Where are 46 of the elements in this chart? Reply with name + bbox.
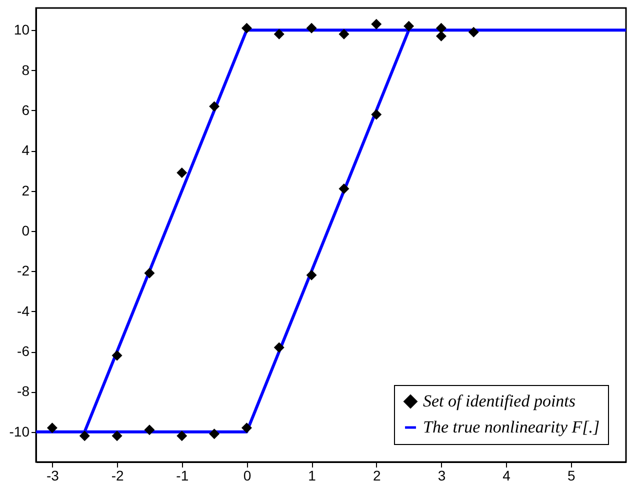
point	[112, 350, 122, 361]
y-tick-label: -6	[17, 343, 30, 360]
point	[112, 430, 122, 442]
point	[176, 167, 188, 178]
y-tick-label: -8	[17, 383, 30, 400]
x-tick-label: 4	[502, 468, 511, 484]
point	[176, 430, 188, 442]
point	[209, 428, 220, 440]
point	[404, 20, 414, 32]
point	[338, 28, 350, 40]
x-tick-label: 0	[243, 468, 252, 484]
y-tick-label: 4	[22, 142, 30, 158]
point	[338, 184, 350, 194]
y-tick-label: 2	[22, 182, 30, 198]
point	[371, 18, 382, 30]
legend-label: The true nonlinearity F[.]	[423, 418, 600, 436]
x-tick-label: 3	[438, 468, 446, 484]
y-tick-label: -10	[9, 423, 30, 440]
y-tick-label: 8	[22, 62, 30, 78]
point	[144, 424, 155, 436]
point	[209, 101, 220, 112]
y-tick-label: 10	[14, 22, 30, 38]
point	[144, 268, 155, 278]
y-tick-label: -2	[17, 262, 30, 279]
x-tick-label: 2	[372, 468, 381, 484]
x-tick-label: -3	[46, 468, 60, 484]
point	[274, 28, 284, 40]
point	[306, 270, 317, 280]
point	[306, 22, 317, 34]
x-tick-label: 5	[567, 468, 576, 484]
point	[371, 109, 382, 120]
y-tick-label: 0	[22, 222, 30, 238]
point	[436, 30, 446, 42]
y-tick-label: -4	[17, 302, 30, 319]
point	[241, 422, 252, 434]
x-tick-label: 1	[308, 468, 316, 484]
point	[468, 26, 479, 38]
x-tick-label: -1	[176, 468, 189, 484]
point	[436, 22, 446, 34]
y-tick-label: 6	[22, 102, 30, 118]
point	[79, 430, 90, 442]
point	[46, 422, 58, 434]
point	[274, 342, 284, 353]
legend-label: Set of identified points	[423, 392, 576, 410]
point	[241, 22, 252, 34]
x-tick-label: -2	[111, 468, 124, 484]
